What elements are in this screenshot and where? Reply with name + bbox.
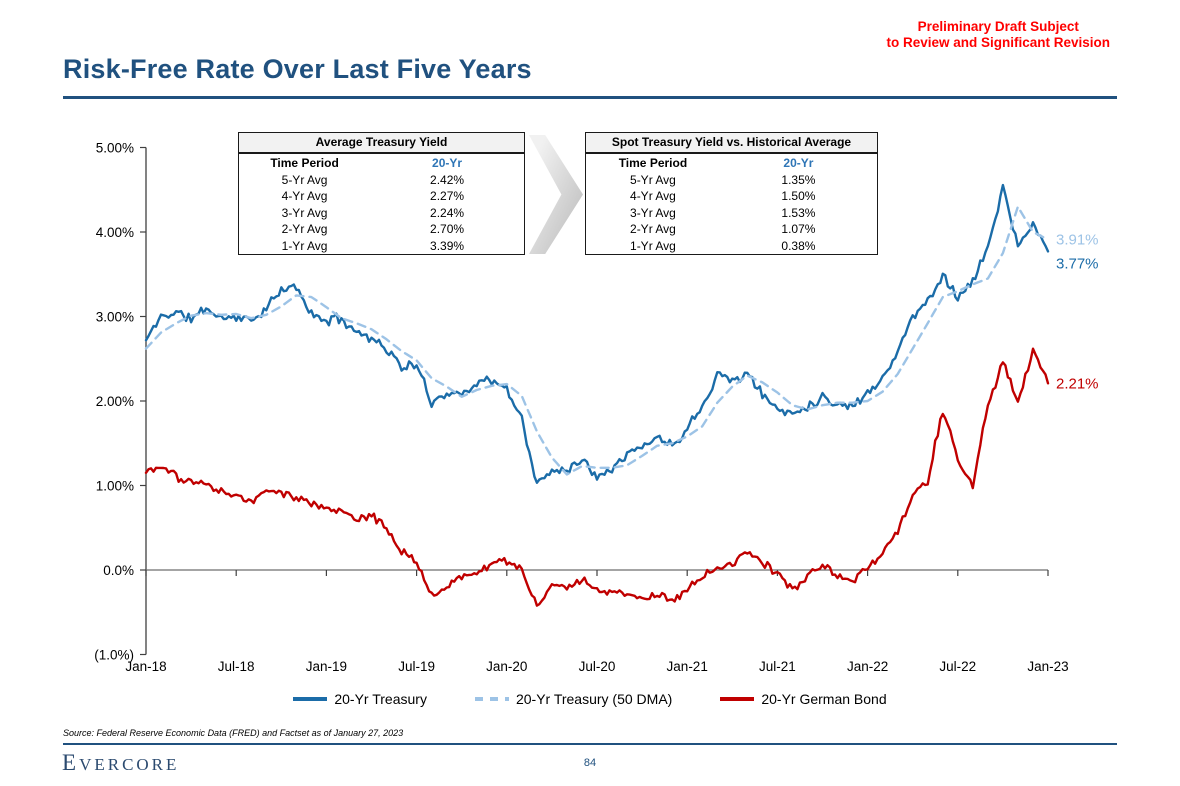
- table-cell: 5-Yr Avg: [630, 173, 676, 187]
- x-tick-label: Jul-18: [218, 659, 255, 674]
- y-tick-label: 3.00%: [96, 310, 134, 325]
- chart-legend: 20-Yr Treasury 20-Yr Treasury (50 DMA) 20-…: [0, 691, 1180, 707]
- source-note: Source: Federal Reserve Economic Data (F…: [63, 728, 404, 738]
- table-cell: 1.35%: [781, 173, 816, 187]
- legend-solid-line-swatch: [293, 697, 328, 701]
- table-cell: 3-Yr Avg: [281, 205, 328, 220]
- table-cell: 1.50%: [781, 189, 816, 204]
- table-body: 5-Yr Avg 2.42% 4-Yr Avg 2.27% 3-Yr Avg 2.24% 2…: [239, 172, 524, 254]
- table-cell: 2.42%: [430, 173, 465, 187]
- page-title: Risk-Free Rate Over Last Five Years: [63, 54, 532, 84]
- table-cell: 0.38%: [781, 238, 816, 253]
- draft-disclaimer: Preliminary Draft Subject to Review and …: [886, 19, 1110, 50]
- y-tick-label: 0.0%: [103, 563, 134, 578]
- table-row: 4-Yr Avg 2.27%: [239, 188, 524, 204]
- table-title: Spot Treasury Yield vs. Historical Avera…: [586, 133, 877, 154]
- table-row: 3-Yr Avg 2.24%: [239, 205, 524, 221]
- table-cell: 2.70%: [430, 222, 465, 237]
- table-cell: 5-Yr Avg: [281, 173, 328, 187]
- table-cell: 2.27%: [430, 189, 465, 204]
- y-tick-label: (1.0%): [94, 648, 134, 663]
- legend-label: 20-Yr German Bond: [761, 691, 887, 707]
- x-tick-label: Jul-22: [939, 659, 976, 674]
- evercore-logo: Evercore: [62, 750, 180, 775]
- y-tick-label: 5.00%: [96, 141, 134, 156]
- column-header-20yr: 20-Yr: [783, 156, 814, 170]
- footer-divider: [63, 743, 1117, 745]
- series-20-yr-treasury-50-dma-: [144, 205, 1050, 476]
- legend-label: 20-Yr Treasury: [334, 691, 427, 707]
- table-cell: 2.24%: [430, 205, 465, 220]
- x-tick-label: Jan-23: [1027, 659, 1068, 674]
- table-cell: 3-Yr Avg: [630, 205, 676, 220]
- table-row: 5-Yr Avg 2.42%: [239, 172, 524, 188]
- x-tick-label: Jul-21: [759, 659, 796, 674]
- series-20-yr-treasury: [144, 183, 1050, 484]
- legend-item: 20-Yr German Bond: [720, 691, 887, 707]
- x-tick-label: Jan-21: [667, 659, 708, 674]
- table-cell: 4-Yr Avg: [630, 189, 676, 204]
- table-row: 2-Yr Avg 1.07%: [586, 221, 877, 237]
- table-header-row: Time Period 20-Yr: [586, 154, 877, 172]
- title-divider: [63, 96, 1117, 99]
- table-cell: 1-Yr Avg: [281, 238, 328, 253]
- x-tick-label: Jan-18: [125, 659, 166, 674]
- legend-label: 20-Yr Treasury (50 DMA): [515, 691, 673, 707]
- legend-dashed-line-swatch: [474, 697, 509, 701]
- table-header-row: Time Period 20-Yr: [239, 154, 524, 172]
- x-tick-label: Jan-20: [486, 659, 527, 674]
- x-tick-label: Jul-20: [579, 659, 616, 674]
- y-tick-label: 2.00%: [96, 394, 134, 409]
- y-tick-label: 1.00%: [96, 479, 134, 494]
- table-cell: 2-Yr Avg: [630, 222, 676, 237]
- table-cell: 1-Yr Avg: [630, 238, 676, 253]
- table-row: 1-Yr Avg 3.39%: [239, 238, 524, 254]
- table-cell: 2-Yr Avg: [281, 222, 328, 237]
- series-end-value-label: 3.77%: [1056, 256, 1099, 273]
- table-cell: 3.39%: [430, 238, 465, 253]
- table-row: 2-Yr Avg 2.70%: [239, 221, 524, 237]
- legend-item: 20-Yr Treasury (50 DMA): [474, 691, 673, 707]
- page-number: 84: [583, 757, 597, 769]
- table-row: 1-Yr Avg 0.38%: [586, 238, 877, 254]
- table-cell: 4-Yr Avg: [281, 189, 328, 204]
- table-row: 3-Yr Avg 1.53%: [586, 205, 877, 221]
- table-cell: 1.07%: [781, 222, 816, 237]
- column-header-20yr: 20-Yr: [432, 156, 463, 170]
- legend-solid-line-swatch: [720, 697, 755, 701]
- x-tick-label: Jan-19: [306, 659, 347, 674]
- x-tick-label: Jul-19: [398, 659, 435, 674]
- column-header-time-period: Time Period: [270, 156, 339, 170]
- table-title: Average Treasury Yield: [239, 133, 524, 154]
- column-header-time-period: Time Period: [618, 156, 688, 170]
- table-row: 5-Yr Avg 1.35%: [586, 172, 877, 188]
- avg-treasury-yield-table: Average Treasury Yield Time Period 20-Yr…: [238, 132, 525, 255]
- table-body: 5-Yr Avg 1.35% 4-Yr Avg 1.50% 3-Yr Avg 1.53% 2…: [586, 172, 877, 254]
- table-cell: 1.53%: [781, 205, 816, 220]
- spot-treasury-yield-table: Spot Treasury Yield vs. Historical Avera…: [585, 132, 878, 255]
- legend-item: 20-Yr Treasury: [293, 691, 427, 707]
- series-end-value-label: 3.91%: [1056, 232, 1099, 249]
- table-row: 4-Yr Avg 1.50%: [586, 188, 877, 204]
- y-tick-label: 4.00%: [96, 225, 134, 240]
- series-20-yr-german-bond: [144, 347, 1050, 607]
- x-tick-label: Jan-22: [847, 659, 888, 674]
- series-end-value-label: 2.21%: [1056, 375, 1099, 392]
